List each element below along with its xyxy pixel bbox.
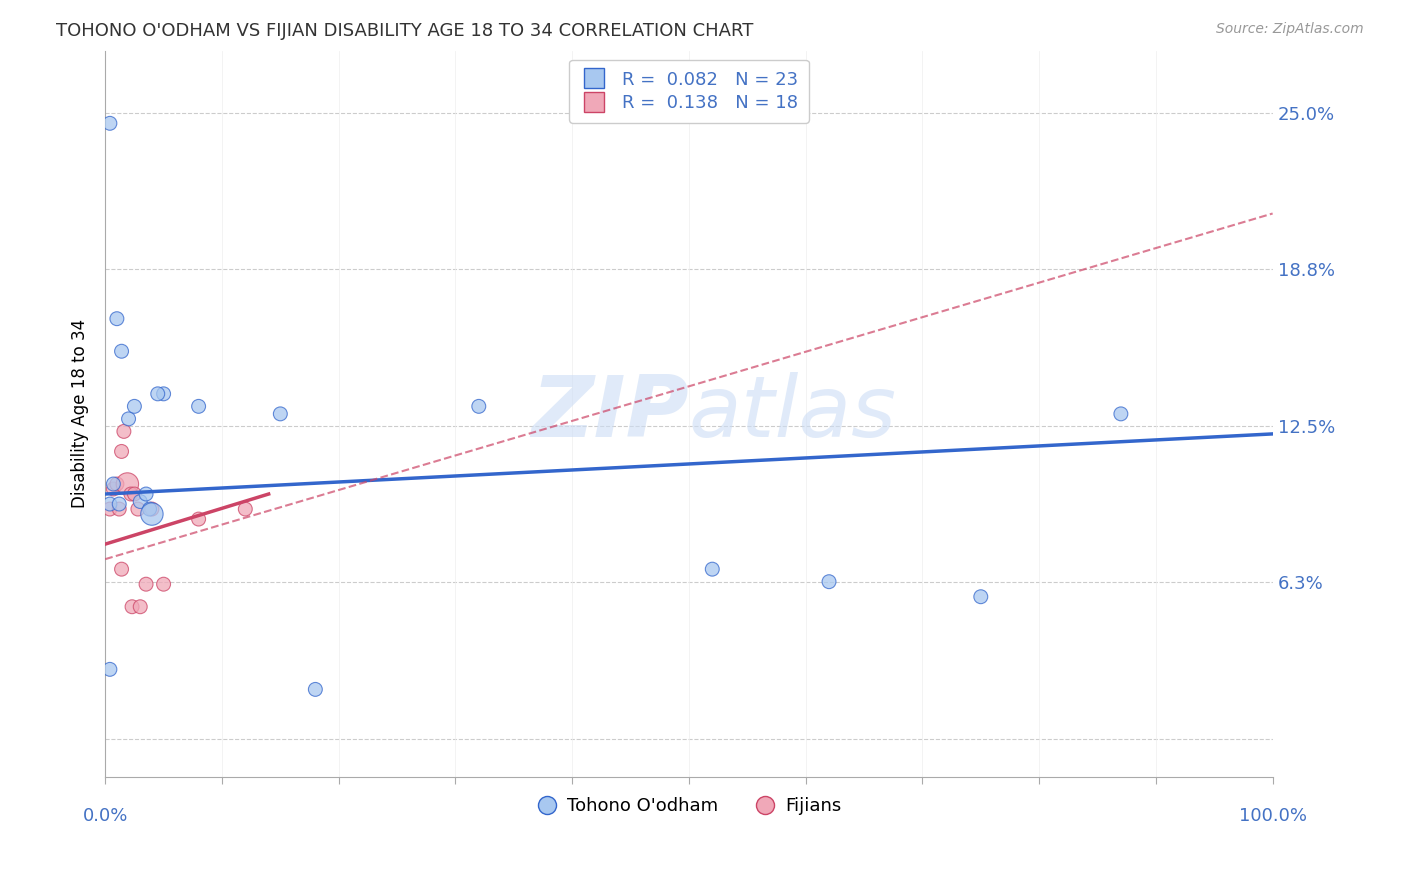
Point (110, 562, 132, 576)
Point (124, 400, 146, 414)
Point (141, 502, 163, 516)
Point (187, 400, 209, 414)
Point (108, 502, 131, 516)
Point (112, 425, 135, 439)
Point (105, 311, 128, 326)
Point (135, 577, 157, 591)
Point (120, 487, 142, 501)
Point (138, 502, 160, 516)
Point (269, 407, 291, 421)
Point (141, 507, 163, 521)
Text: Source: ZipAtlas.com: Source: ZipAtlas.com (1216, 22, 1364, 37)
Point (98, 662, 121, 676)
Text: atlas: atlas (689, 372, 897, 456)
Text: 0.0%: 0.0% (83, 807, 128, 825)
Point (702, 562, 724, 576)
Point (152, 387, 174, 401)
Point (468, 400, 491, 414)
Point (304, 682, 326, 697)
Point (970, 590, 993, 604)
Point (117, 412, 139, 426)
Legend: Tohono O'odham, Fijians: Tohono O'odham, Fijians (529, 790, 849, 822)
Point (1109, 407, 1132, 421)
Point (105, 477, 128, 491)
Point (152, 577, 174, 591)
Point (117, 477, 139, 491)
Point (818, 574, 841, 589)
Point (108, 497, 131, 511)
Y-axis label: Disability Age 18 to 34: Disability Age 18 to 34 (72, 319, 89, 508)
Point (124, 487, 146, 501)
Text: 100.0%: 100.0% (1239, 807, 1306, 825)
Point (233, 502, 256, 516)
Point (103, 477, 125, 491)
Point (98, 502, 121, 516)
Point (110, 444, 132, 458)
Point (135, 487, 157, 501)
Point (127, 502, 149, 516)
Point (146, 387, 169, 401)
Point (103, 482, 125, 496)
Text: TOHONO O'ODHAM VS FIJIAN DISABILITY AGE 18 TO 34 CORRELATION CHART: TOHONO O'ODHAM VS FIJIAN DISABILITY AGE … (56, 22, 754, 40)
Point (98, 116, 121, 130)
Point (110, 344, 132, 359)
Point (187, 512, 209, 526)
Point (129, 494, 152, 508)
Point (129, 599, 152, 614)
Text: ZIP: ZIP (531, 372, 689, 456)
Point (121, 599, 143, 614)
Point (98, 497, 121, 511)
